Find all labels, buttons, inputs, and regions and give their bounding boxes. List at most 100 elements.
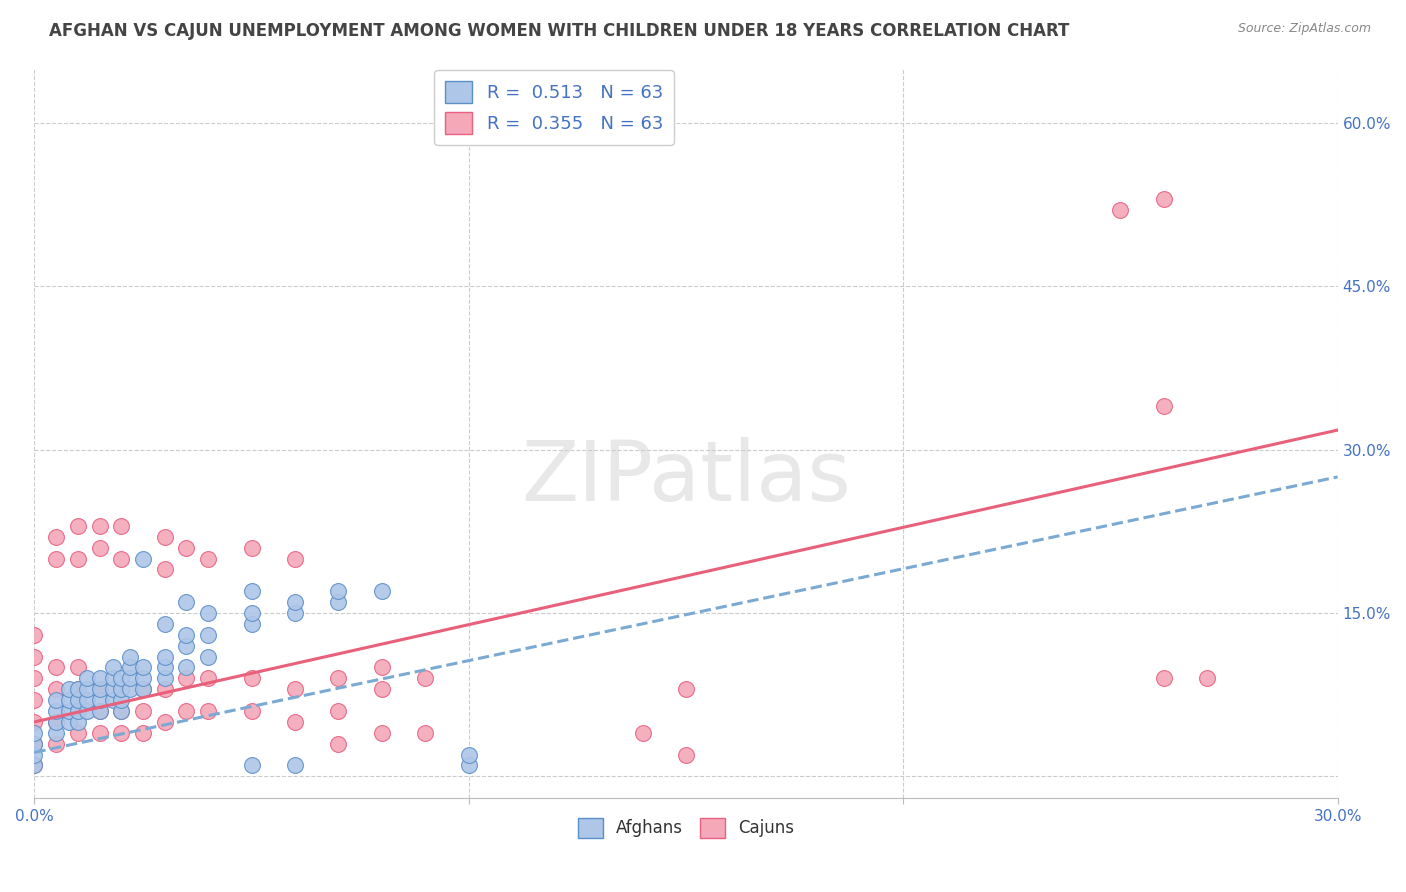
Point — [328, 671, 350, 685]
Point — [66, 660, 89, 674]
Point — [66, 704, 89, 718]
Point — [45, 726, 67, 740]
Point — [415, 671, 437, 685]
Point — [176, 671, 198, 685]
Point — [110, 551, 132, 566]
Point — [58, 704, 80, 718]
Point — [22, 737, 45, 751]
Point — [66, 704, 89, 718]
Point — [66, 551, 89, 566]
Point — [110, 693, 132, 707]
Point — [132, 704, 155, 718]
Point — [132, 682, 155, 697]
Point — [89, 726, 111, 740]
Point — [176, 628, 198, 642]
Point — [153, 530, 176, 544]
Point — [101, 693, 124, 707]
Point — [22, 628, 45, 642]
Point — [132, 660, 155, 674]
Point — [153, 660, 176, 674]
Point — [176, 639, 198, 653]
Point — [58, 693, 80, 707]
Point — [176, 595, 198, 609]
Point — [89, 519, 111, 533]
Point — [22, 649, 45, 664]
Point — [371, 584, 394, 599]
Point — [110, 704, 132, 718]
Point — [76, 671, 98, 685]
Point — [22, 693, 45, 707]
Point — [58, 682, 80, 697]
Point — [1153, 399, 1175, 413]
Point — [328, 704, 350, 718]
Point — [45, 714, 67, 729]
Point — [45, 714, 67, 729]
Point — [371, 682, 394, 697]
Point — [22, 714, 45, 729]
Point — [1153, 192, 1175, 206]
Point — [89, 682, 111, 697]
Point — [457, 758, 479, 772]
Point — [132, 671, 155, 685]
Point — [101, 660, 124, 674]
Point — [66, 714, 89, 729]
Point — [176, 541, 198, 555]
Point — [675, 682, 697, 697]
Point — [89, 671, 111, 685]
Point — [1153, 671, 1175, 685]
Point — [45, 737, 67, 751]
Point — [66, 519, 89, 533]
Point — [1109, 203, 1132, 218]
Point — [89, 704, 111, 718]
Point — [153, 616, 176, 631]
Point — [284, 551, 307, 566]
Point — [153, 671, 176, 685]
Point — [415, 726, 437, 740]
Point — [240, 584, 263, 599]
Point — [197, 606, 219, 620]
Point — [110, 671, 132, 685]
Point — [110, 682, 132, 697]
Point — [110, 726, 132, 740]
Point — [153, 562, 176, 576]
Point — [153, 649, 176, 664]
Point — [101, 682, 124, 697]
Point — [118, 671, 141, 685]
Point — [1197, 671, 1219, 685]
Point — [110, 682, 132, 697]
Legend: Afghans, Cajuns: Afghans, Cajuns — [571, 811, 801, 845]
Point — [45, 660, 67, 674]
Point — [284, 758, 307, 772]
Point — [240, 616, 263, 631]
Point — [45, 530, 67, 544]
Point — [371, 660, 394, 674]
Point — [76, 682, 98, 697]
Point — [110, 704, 132, 718]
Point — [284, 595, 307, 609]
Point — [58, 714, 80, 729]
Text: AFGHAN VS CAJUN UNEMPLOYMENT AMONG WOMEN WITH CHILDREN UNDER 18 YEARS CORRELATIO: AFGHAN VS CAJUN UNEMPLOYMENT AMONG WOMEN… — [49, 22, 1070, 40]
Point — [176, 660, 198, 674]
Point — [197, 649, 219, 664]
Point — [66, 682, 89, 697]
Point — [240, 758, 263, 772]
Point — [371, 726, 394, 740]
Point — [66, 682, 89, 697]
Point — [284, 714, 307, 729]
Point — [631, 726, 654, 740]
Point — [22, 671, 45, 685]
Point — [76, 693, 98, 707]
Point — [176, 704, 198, 718]
Point — [22, 758, 45, 772]
Point — [457, 747, 479, 762]
Point — [240, 541, 263, 555]
Point — [132, 726, 155, 740]
Point — [89, 704, 111, 718]
Point — [675, 747, 697, 762]
Point — [22, 737, 45, 751]
Point — [118, 660, 141, 674]
Point — [89, 541, 111, 555]
Point — [153, 682, 176, 697]
Point — [328, 595, 350, 609]
Point — [45, 693, 67, 707]
